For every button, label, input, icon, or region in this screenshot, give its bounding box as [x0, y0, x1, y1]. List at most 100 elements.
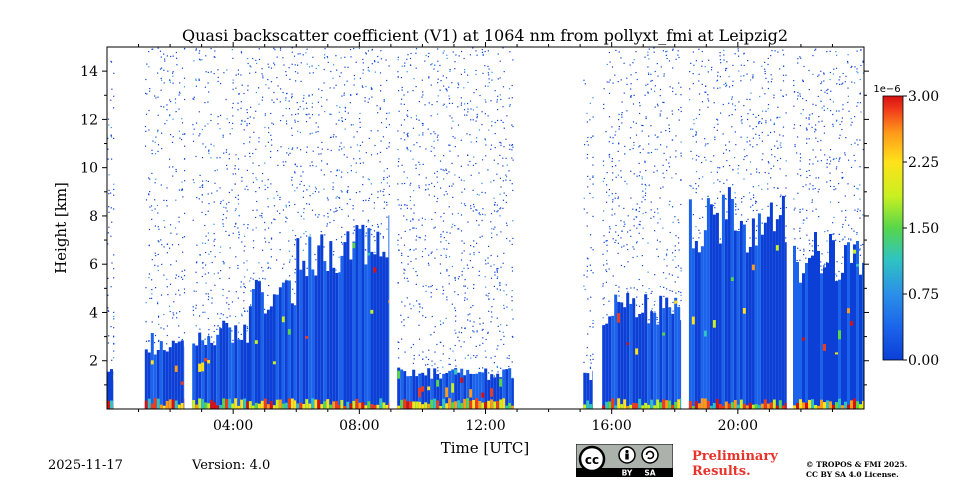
heatmap-cell — [648, 272, 649, 273]
heatmap-cell — [327, 197, 328, 198]
heatmap-cell — [353, 136, 354, 137]
heatmap-cell — [362, 85, 363, 86]
heatmap-cell — [161, 57, 162, 58]
heatmap-cell — [399, 204, 400, 205]
heatmap-cell — [780, 90, 781, 91]
heatmap-cell — [400, 400, 403, 409]
heatmap-cell — [261, 292, 264, 409]
heatmap-cell — [402, 165, 403, 166]
heatmap-cell — [780, 142, 781, 143]
heatmap-cell — [453, 183, 454, 184]
heatmap-cell — [323, 246, 324, 247]
heatmap-cell — [178, 244, 179, 245]
heatmap-cell — [320, 153, 321, 154]
heatmap-cell — [338, 272, 340, 409]
heatmap-cell — [247, 189, 248, 190]
heatmap-cell — [452, 224, 453, 225]
heatmap-cell — [235, 316, 236, 317]
heatmap-cell — [696, 118, 697, 119]
heatmap-cell — [620, 237, 621, 238]
heatmap-cell — [589, 326, 590, 327]
heatmap-cell — [702, 101, 703, 102]
heatmap-cell — [246, 343, 249, 409]
heatmap-cell — [365, 235, 366, 236]
heatmap-cell — [446, 249, 447, 250]
heatmap-cell — [672, 206, 673, 207]
heatmap-cell — [363, 176, 364, 177]
heatmap-cell — [368, 67, 369, 68]
heatmap-cell — [154, 398, 157, 409]
heatmap-cell — [381, 122, 382, 123]
heatmap-cell — [359, 150, 360, 151]
heatmap-cell — [713, 205, 714, 206]
heatmap-cell — [303, 98, 304, 99]
heatmap-cell — [228, 235, 229, 236]
heatmap-cell — [512, 144, 513, 145]
heatmap-cell — [341, 190, 342, 191]
heatmap-cell — [717, 72, 718, 73]
heatmap-cell — [318, 65, 319, 66]
heatmap-cell — [273, 48, 274, 49]
heatmap-cell — [720, 55, 721, 56]
heatmap-cell — [741, 198, 742, 199]
heatmap-cell — [603, 104, 604, 105]
heatmap-cell — [108, 190, 109, 191]
heatmap-cell — [323, 261, 326, 409]
heatmap-cell — [161, 184, 162, 185]
heatmap-cell — [587, 333, 588, 334]
heatmap-cell — [836, 168, 837, 169]
heatmap-cell — [838, 399, 841, 409]
heatmap-cell — [823, 265, 824, 266]
heatmap-cell — [166, 279, 167, 280]
heatmap-cell — [454, 369, 457, 374]
heatmap-cell — [584, 209, 585, 210]
heatmap-cell — [830, 161, 831, 162]
heatmap-cell — [821, 121, 822, 122]
heatmap-cell — [464, 115, 465, 116]
heatmap-cell — [208, 153, 209, 154]
heatmap-cell — [113, 277, 114, 278]
heatmap-cell — [237, 268, 238, 269]
heatmap-cell — [478, 401, 481, 409]
heatmap-cell — [446, 106, 447, 107]
heatmap-cell — [199, 329, 200, 330]
heatmap-cell — [509, 149, 510, 150]
heatmap-cell — [407, 297, 408, 298]
heatmap-cell — [259, 48, 260, 49]
heatmap-cell — [217, 69, 218, 70]
heatmap-cell — [512, 126, 513, 127]
heatmap-cell — [755, 203, 756, 204]
heatmap-cell — [413, 128, 414, 129]
heatmap-cell — [359, 113, 360, 114]
heatmap-cell — [433, 131, 434, 132]
heatmap-cell — [500, 99, 501, 100]
heatmap-cell — [382, 252, 385, 409]
heatmap-cell — [204, 358, 207, 361]
heatmap-cell — [271, 222, 272, 223]
heatmap-cell — [347, 172, 348, 173]
heatmap-cell — [416, 236, 417, 237]
heatmap-cell — [604, 88, 605, 89]
heatmap-cell — [409, 401, 412, 409]
heatmap-cell — [749, 99, 750, 100]
heatmap-cell — [350, 95, 351, 96]
heatmap-cell — [741, 119, 742, 120]
heatmap-cell — [446, 170, 447, 171]
heatmap-cell — [270, 401, 273, 409]
heatmap-cell — [431, 146, 432, 147]
heatmap-cell — [812, 245, 813, 246]
heatmap-cell — [630, 127, 631, 128]
heatmap-cell — [820, 266, 821, 267]
heatmap-cell — [662, 399, 665, 409]
heatmap-cell — [829, 163, 830, 164]
heatmap-cell — [619, 160, 620, 161]
heatmap-cell — [821, 81, 822, 82]
preliminary-line-2: Results. — [692, 464, 778, 479]
heatmap-cell — [482, 337, 483, 338]
heatmap-cell — [776, 141, 777, 142]
heatmap-cell — [753, 197, 754, 198]
heatmap-cell — [218, 81, 219, 82]
heatmap-cell — [663, 50, 664, 51]
heatmap-cell — [418, 185, 419, 186]
heatmap-cell — [108, 206, 109, 207]
